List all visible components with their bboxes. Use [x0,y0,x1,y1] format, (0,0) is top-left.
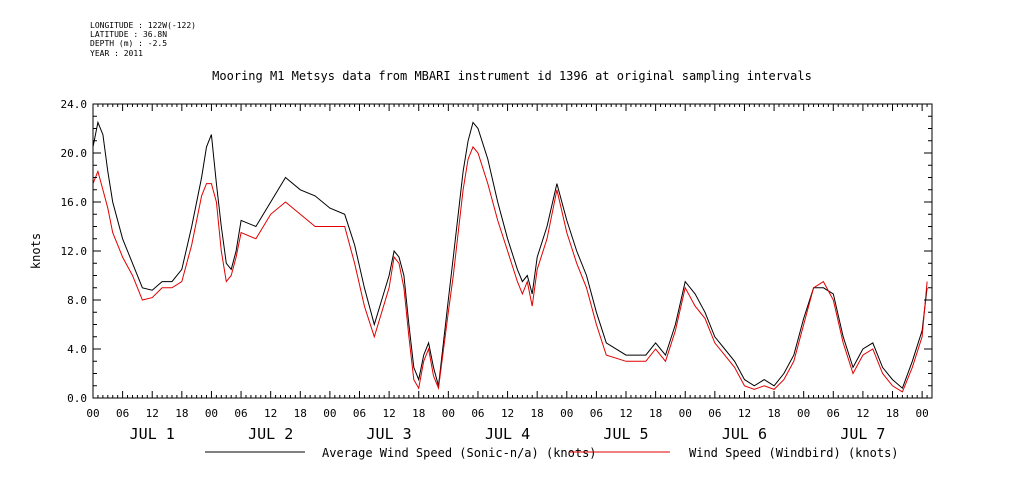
meta-longitude: LONGITUDE : 122W(-122) [90,21,196,30]
y-tick-label: 20.0 [61,147,88,160]
y-tick-label: 24.0 [61,98,88,111]
x-tick-label: 18 [649,407,662,420]
x-day-label: JUL 5 [603,425,648,443]
x-tick-label: 12 [382,407,395,420]
series-line-2 [92,145,928,393]
x-tick-label: 00 [560,407,573,420]
x-tick-label: 18 [767,407,780,420]
x-tick-label: 06 [708,407,721,420]
plot-area [92,120,928,393]
x-tick-label: 12 [856,407,869,420]
x-tick-label: 06 [116,407,129,420]
legend-label-2: Wind Speed (Windbird) (knots) [689,446,899,460]
chart-title: Mooring M1 Metsys data from MBARI instru… [212,69,812,83]
y-tick-label: 16.0 [61,196,88,209]
series-line-1 [92,120,928,390]
meta-year: YEAR : 2011 [90,49,143,58]
x-tick-label: 00 [679,407,692,420]
x-tick-label: 12 [738,407,751,420]
x-tick-label: 06 [234,407,247,420]
x-tick-label: 00 [86,407,99,420]
x-tick-label: 18 [886,407,899,420]
legend: Average Wind Speed (Sonic-n/a) (knots) Wi… [205,446,899,460]
axes: 0.0 4.0 8.0 12.0 16.0 20.0 24.0 00 06 12 18 00 06 12 1… [61,98,933,443]
x-tick-label: 00 [205,407,218,420]
x-tick-label: 06 [353,407,366,420]
x-tick-label: 00 [797,407,810,420]
plot-frame [92,103,933,399]
x-day-label: JUL 2 [248,425,293,443]
x-tick-label: 00 [323,407,336,420]
y-axis-label: knots [29,233,43,269]
x-tick-label: 06 [827,407,840,420]
y-tick-label: 8.0 [67,294,87,307]
meta-latitude: LATITUDE : 36.8N [90,30,167,39]
x-tick-label: 00 [442,407,455,420]
x-day-label: JUL 6 [722,425,767,443]
y-tick-label: 0.0 [67,392,87,405]
x-tick-label: 12 [501,407,514,420]
x-tick-label: 12 [146,407,159,420]
x-day-label: JUL 3 [367,425,412,443]
x-day-label: JUL 7 [840,425,885,443]
x-tick-label: 06 [590,407,603,420]
y-tick-label: 12.0 [61,245,88,258]
x-tick-label: 12 [619,407,632,420]
x-day-label: JUL 1 [130,425,175,443]
x-tick-label: 18 [175,407,188,420]
x-tick-label: 18 [412,407,425,420]
y-tick-label: 4.0 [67,343,87,356]
x-tick-label: 18 [294,407,307,420]
x-tick-label: 18 [531,407,544,420]
x-day-label: JUL 4 [485,425,530,443]
legend-label-1: Average Wind Speed (Sonic-n/a) (knots) [322,446,597,460]
meta-depth: DEPTH (m) : -2.5 [90,39,167,48]
x-tick-label: 00 [916,407,929,420]
x-tick-label: 06 [471,407,484,420]
x-tick-label: 12 [264,407,277,420]
